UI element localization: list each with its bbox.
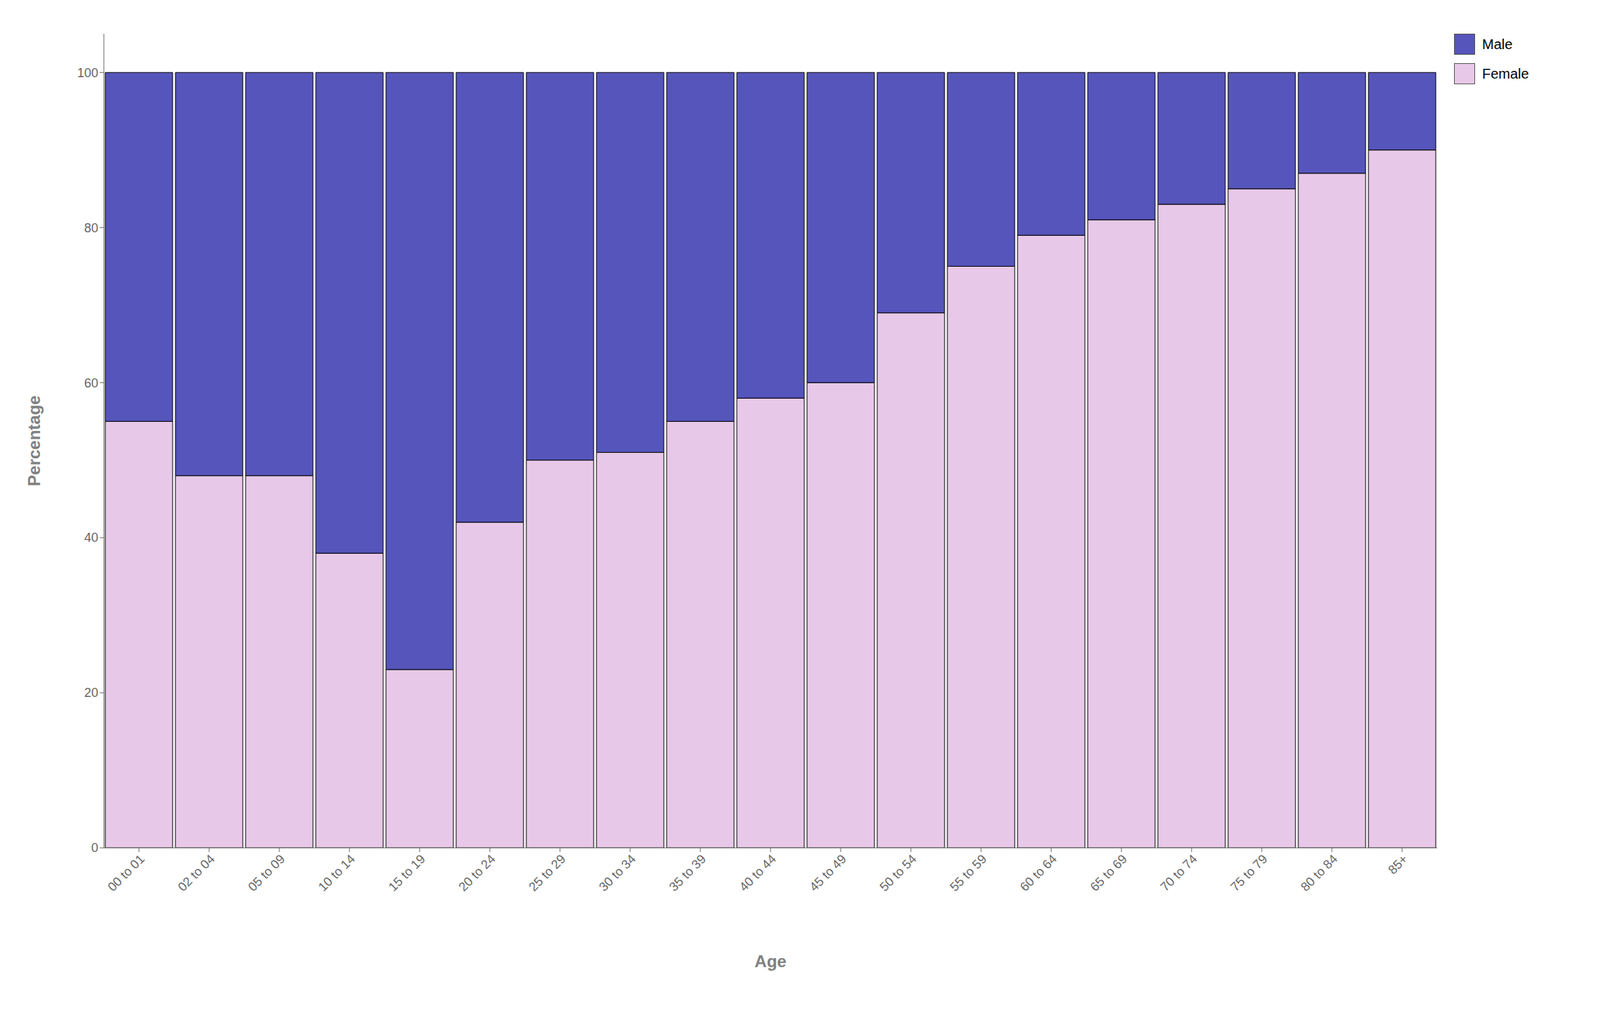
svg-text:40: 40 [84, 530, 99, 545]
svg-text:20: 20 [84, 685, 99, 700]
svg-text:35 to 39: 35 to 39 [666, 851, 709, 895]
svg-text:55 to 59: 55 to 59 [947, 851, 990, 895]
svg-text:30 to 34: 30 to 34 [596, 851, 639, 895]
svg-text:0: 0 [91, 840, 99, 855]
svg-text:02 to 04: 02 to 04 [175, 851, 218, 895]
svg-text:60: 60 [84, 376, 99, 391]
svg-text:10 to 14: 10 to 14 [315, 851, 358, 895]
svg-text:70 to 74: 70 to 74 [1157, 851, 1200, 895]
html-text:Female: Female [1482, 65, 1529, 82]
svg-text:65 to 69: 65 to 69 [1087, 851, 1130, 895]
svg-text:80 to 84: 80 to 84 [1298, 851, 1341, 895]
svg-text:00 to 01: 00 to 01 [105, 851, 148, 895]
svg-text:05 to 09: 05 to 09 [245, 851, 288, 895]
svg-text:75 to 79: 75 to 79 [1228, 851, 1271, 895]
svg-text:20 to 24: 20 to 24 [456, 851, 499, 895]
html-text:Male: Male [1482, 36, 1513, 52]
svg-text:60 to 64: 60 to 64 [1017, 851, 1060, 895]
svg-text:15 to 19: 15 to 19 [385, 851, 429, 895]
svg-text:Percentage: Percentage [24, 395, 44, 486]
svg-text:40 to 44: 40 to 44 [736, 851, 779, 895]
svg-text:50 to 54: 50 to 54 [877, 851, 920, 895]
svg-text:25 to 29: 25 to 29 [526, 851, 569, 895]
svg-text:100: 100 [77, 65, 99, 80]
svg-text:85+: 85+ [1385, 851, 1411, 878]
svg-text:45 to 49: 45 to 49 [807, 851, 850, 895]
svg-text:80: 80 [84, 221, 99, 236]
svg-text:Age: Age [754, 951, 786, 971]
